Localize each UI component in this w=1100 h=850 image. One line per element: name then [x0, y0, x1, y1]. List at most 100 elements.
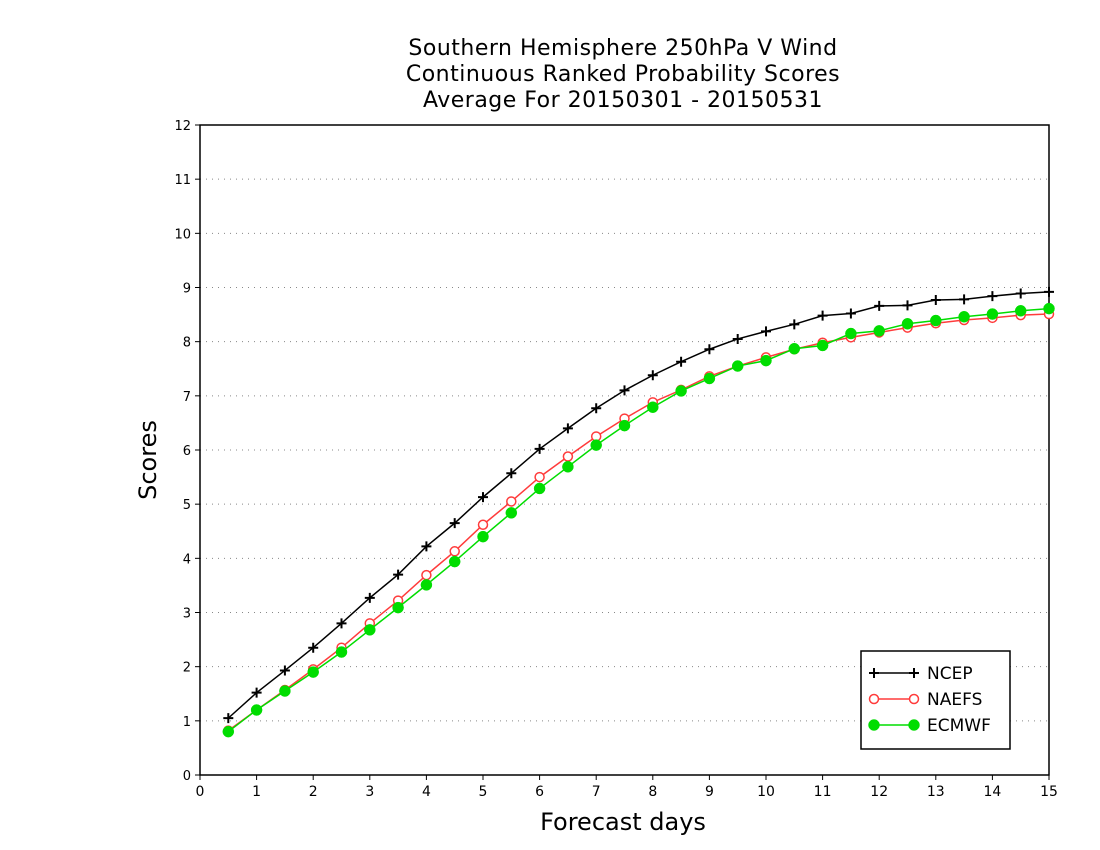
ecmwf-point: [222, 725, 235, 738]
x-tick-label: 2: [309, 784, 318, 800]
ecmwf-point: [364, 624, 376, 636]
ncep-point: [308, 642, 319, 653]
ncep-point: [336, 618, 347, 629]
legend-marker-ecmwf: [908, 719, 920, 731]
ecmwf-point: [958, 311, 970, 323]
legend-marker-ncep: [869, 668, 879, 678]
legend-label-ecmwf: ECMWF: [927, 716, 991, 736]
legend-box: [860, 650, 1011, 750]
y-tick-label: 1: [183, 715, 191, 730]
ecmwf-point: [448, 555, 461, 568]
ecmwf-point: [901, 318, 914, 330]
y-tick-label: 11: [174, 173, 191, 188]
ecmwf-point: [873, 325, 885, 337]
ecmwf-point: [477, 530, 489, 543]
x-tick-label: 12: [870, 784, 888, 800]
ncep-point: [279, 665, 290, 676]
ecmwf-point: [1043, 302, 1055, 315]
ecmwf-point: [279, 685, 291, 697]
y-tick-label: 6: [183, 444, 191, 459]
ecmwf-point: [505, 507, 518, 519]
y-tick-label: 9: [183, 282, 191, 297]
ecmwf-point: [845, 327, 857, 340]
ncep-point: [704, 344, 715, 355]
y-tick-label: 10: [174, 227, 191, 242]
ncep-point: [223, 713, 234, 724]
y-tick-label: 3: [183, 607, 191, 622]
naefs-point: [477, 519, 489, 530]
x-tick-label: 7: [592, 784, 601, 800]
chart-title: Southern Hemisphere 250hPa V Wind Contin…: [0, 36, 1100, 114]
x-tick-label: 5: [479, 784, 488, 800]
ecmwf-point: [307, 666, 319, 678]
naefs-point: [421, 569, 432, 581]
ecmwf-point: [590, 439, 602, 451]
ecmwf-point: [703, 372, 716, 385]
ncep-point: [619, 385, 630, 396]
x-tick-label: 13: [927, 784, 945, 800]
legend-marker-ncep: [909, 668, 919, 678]
y-tick-label: 12: [174, 119, 191, 134]
naefs-point: [506, 496, 517, 507]
legend-marker-naefs: [868, 693, 880, 705]
x-tick-label: 14: [983, 784, 1001, 800]
ncep-point: [251, 687, 262, 698]
y-tick-label: 8: [183, 336, 191, 351]
x-tick-label: 8: [648, 784, 657, 800]
ecmwf-point: [986, 308, 999, 320]
x-tick-label: 0: [196, 784, 205, 800]
ncep-point: [845, 308, 856, 319]
ecmwf-point: [930, 314, 942, 327]
legend-label-naefs: NAEFS: [927, 690, 982, 710]
y-tick-label: 7: [183, 390, 191, 405]
ncep-point: [676, 356, 687, 367]
ncep-point: [732, 333, 743, 344]
ncep-point: [959, 294, 970, 305]
naefs-point: [449, 546, 460, 557]
ncep-point: [930, 294, 941, 305]
ecmwf-point: [392, 601, 404, 614]
x-tick-label: 6: [535, 784, 544, 800]
naefs-point: [562, 451, 574, 462]
ncep-point: [902, 300, 913, 311]
ncep-point: [562, 423, 573, 434]
x-tick-label: 1: [252, 784, 261, 800]
ncep-point: [534, 443, 545, 454]
ncep-point: [647, 370, 658, 381]
x-tick-label: 9: [705, 784, 714, 800]
legend-marker-naefs: [908, 693, 920, 705]
ecmwf-point: [1014, 305, 1027, 317]
chart-title-line-2: Continuous Ranked Probability Scores: [405, 62, 841, 87]
x-tick-label: 4: [422, 784, 431, 800]
ncep-point: [1015, 288, 1026, 299]
chart-title-line-1: Southern Hemisphere 250hPa V Wind: [408, 36, 838, 61]
ecmwf-point: [788, 342, 801, 355]
ncep-point: [393, 569, 404, 580]
ncep-point: [478, 492, 488, 503]
ncep-point: [506, 468, 517, 479]
ncep-point: [874, 300, 885, 311]
ecmwf-point: [731, 360, 744, 372]
ecmwf-point: [420, 579, 433, 591]
legend-marker-ecmwf: [868, 719, 880, 731]
ncep-point: [421, 541, 432, 552]
x-tick-label: 15: [1040, 784, 1058, 800]
y-tick-label: 2: [183, 661, 191, 676]
naefs-point: [534, 471, 545, 483]
ncep-point: [1044, 286, 1054, 297]
y-tick-label: 5: [183, 498, 191, 513]
y-tick-label: 4: [183, 552, 191, 567]
x-axis-label: Forecast days: [540, 808, 706, 836]
ecmwf-point: [675, 385, 687, 397]
ecmwf-point: [335, 646, 348, 658]
ncep-point: [761, 326, 771, 337]
y-tick-label: 0: [183, 769, 191, 784]
ecmwf-point: [562, 461, 574, 473]
ncep-point: [364, 592, 375, 603]
x-tick-label: 10: [757, 784, 775, 800]
ncep-point: [449, 518, 460, 529]
ncep-point: [591, 403, 602, 414]
ecmwf-point: [533, 482, 546, 495]
ecmwf-point: [250, 704, 263, 716]
ncep-point: [789, 319, 800, 330]
